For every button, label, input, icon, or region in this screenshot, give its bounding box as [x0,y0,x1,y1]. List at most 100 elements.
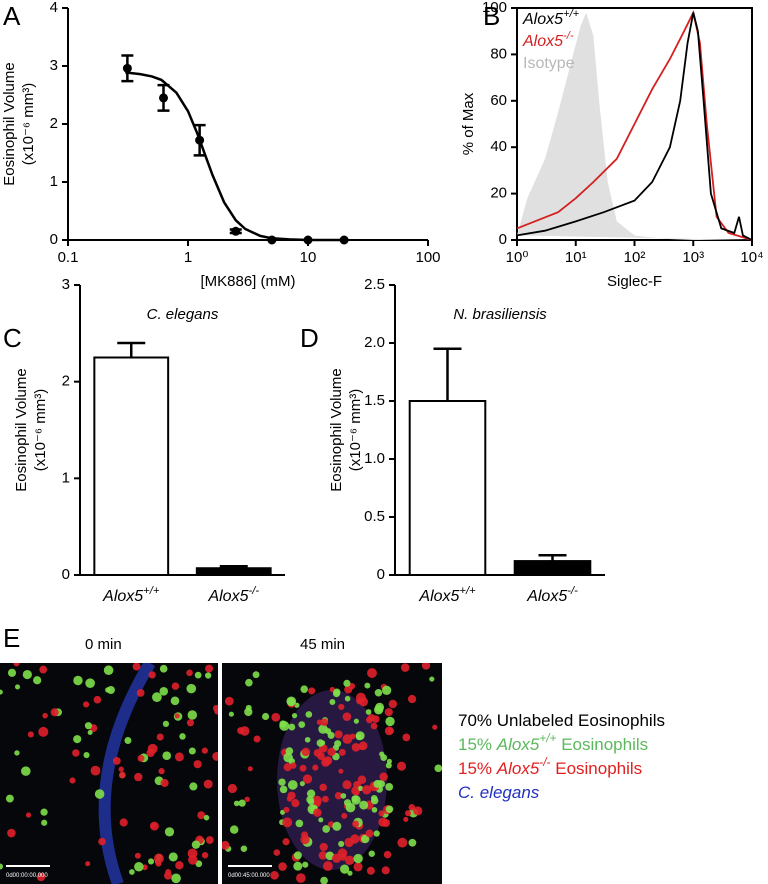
panel-letter: D [300,323,319,353]
red-cell [132,663,141,671]
y-tick-label: 1.0 [364,450,385,467]
y-tick-label: 40 [490,138,507,155]
red-cell [322,795,329,803]
red-cell [193,760,202,769]
red-cell [388,699,398,709]
red-cell [7,828,16,838]
green-cell [287,780,298,790]
red-cell [341,812,348,819]
red-cell [408,804,416,811]
red-cell [283,763,292,772]
time-stamp: 0d00:45:00.000 [228,873,270,879]
green-cell [14,684,21,690]
red-cell [322,861,333,871]
red-cell [253,735,261,743]
green-cell [304,736,311,743]
red-cell [342,734,353,744]
red-cell [201,747,208,754]
red-cell [186,669,193,677]
y-axis-label: (x10⁻⁶ mm³) [20,83,37,165]
panel-letter: C [3,323,22,353]
red-cell [308,687,316,695]
red-cell [334,791,343,800]
red-cell [331,853,342,863]
red-cell [384,708,393,717]
green-cell [353,853,363,864]
red-cell [367,668,377,679]
histogram-line [516,12,753,241]
green-cell [325,728,332,735]
x-axis-label: Siglec-F [607,273,662,290]
red-cell [402,733,411,742]
green-cell [278,778,286,786]
green-cell [170,696,180,706]
green-cell [238,799,246,807]
red-cell [171,682,180,690]
green-cell [298,721,306,728]
green-cell [365,709,372,715]
red-cell [313,808,322,817]
worm [98,663,156,884]
bar [408,400,487,576]
green-cell [373,779,382,788]
green-cell [94,789,105,799]
y-tick-label: 0 [50,231,58,248]
red-cell [222,840,230,850]
red-cell [118,766,124,772]
red-cell [400,663,410,672]
red-cell [148,671,156,679]
red-cell [358,741,368,751]
y-tick-label: 0 [377,566,385,583]
red-cell [50,708,59,717]
green-cell [332,821,342,831]
red-cell [247,766,253,772]
green-cell [0,689,3,695]
green-cell [40,808,48,816]
panel-title: C. elegans [147,306,219,323]
red-cell [137,754,145,762]
red-cell [155,860,162,867]
red-cell [432,724,438,730]
data-point [122,63,132,73]
green-cell [195,860,203,868]
green-cell [188,747,196,755]
red-cell [153,853,164,864]
green-cell [203,814,210,821]
red-cell [147,743,158,754]
y-tick-label: 4 [50,0,58,16]
red-cell [321,757,331,767]
red-cell [244,796,250,803]
green-cell [279,785,288,794]
green-cell [358,785,364,791]
red-cell [342,780,352,790]
green-cell [22,669,32,680]
red-cell [318,851,328,860]
legend-entry: 70% Unlabeled Eosinophils [458,711,665,730]
red-cell [301,831,309,839]
x-tick-label: Alox5-/- [207,585,259,605]
red-cell [150,822,156,828]
green-cell [385,716,395,727]
green-cell [429,676,435,682]
red-cell [366,866,375,875]
axis-line [67,8,428,241]
green-cell [171,873,181,884]
green-cell [148,858,155,865]
green-cell [305,711,313,718]
legend-entry: Alox5+/+ [522,8,580,28]
green-cell [159,687,169,696]
x-tick-label: 10³ [682,249,704,266]
x-tick-label: Alox5+/+ [102,585,160,605]
bar [513,560,592,577]
y-tick-label: 3 [50,57,58,74]
red-cell [156,733,164,741]
y-tick-label: 2.5 [364,276,385,293]
green-cell [7,668,17,677]
green-cell [83,751,90,759]
green-cell [179,733,186,740]
red-cell [356,697,364,705]
red-cell [98,837,106,846]
red-cell [357,775,367,785]
error-bar [117,341,146,358]
red-cell [13,663,20,667]
